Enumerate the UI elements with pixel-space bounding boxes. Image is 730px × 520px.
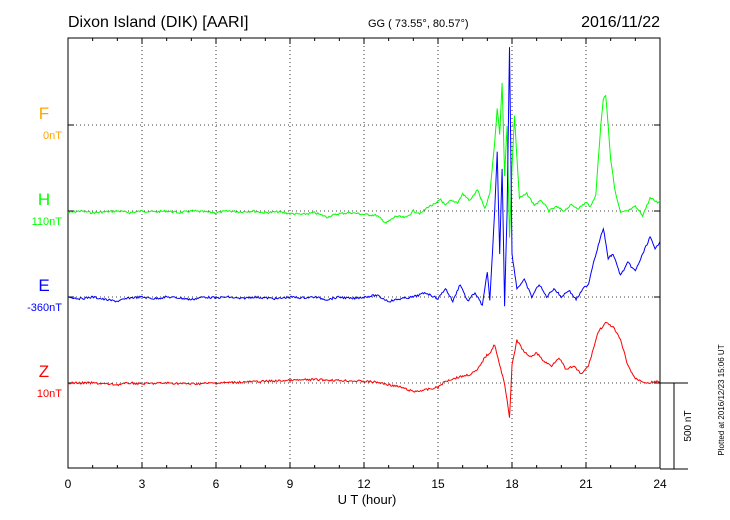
x-tick-label: 6 (213, 477, 220, 491)
channel-labels: F 0nT H 110nT E -360nT Z 10nT (27, 104, 62, 400)
x-tick-label: 15 (431, 477, 445, 491)
x-tick-label: 9 (287, 477, 294, 491)
channel-offset: 110nT (32, 216, 63, 228)
channel-traces (67, 47, 661, 418)
scale-bar-label: 500 nT (683, 410, 694, 441)
x-tick-label: 12 (357, 477, 371, 491)
x-tick-labels: 0 3 6 9 12 15 18 21 24 (65, 477, 667, 491)
x-axis-label: U T (hour) (338, 492, 397, 507)
channel-name: F (39, 104, 49, 123)
channel-offset: 0nT (43, 130, 62, 142)
x-tick-label: 24 (653, 477, 667, 491)
trace-e (67, 47, 661, 307)
x-tick-label: 0 (65, 477, 72, 491)
scale-bar: 500 nT (660, 382, 694, 470)
trace-h (68, 82, 661, 238)
channel-offset: 10nT (37, 388, 62, 400)
x-tick-label: 18 (505, 477, 519, 491)
chart-date: 2016/11/22 (581, 14, 660, 31)
trace-z (67, 321, 661, 418)
channel-name: Z (39, 362, 49, 381)
grid-vertical (141, 38, 587, 468)
x-tick-label: 21 (579, 477, 593, 491)
channel-name: H (38, 190, 50, 209)
channel-name: E (38, 276, 49, 295)
channel-offset: -360nT (27, 302, 62, 314)
tick-marks (67, 38, 661, 468)
plot-area (67, 37, 661, 469)
x-tick-label: 3 (139, 477, 146, 491)
station-title: Dixon Island (DIK) [AARI] (68, 14, 249, 31)
geo-coordinates: GG ( 73.55°, 80.57°) (368, 18, 469, 30)
plotted-timestamp: Plotted at 2016/12/23 15:06 UT (717, 344, 726, 455)
